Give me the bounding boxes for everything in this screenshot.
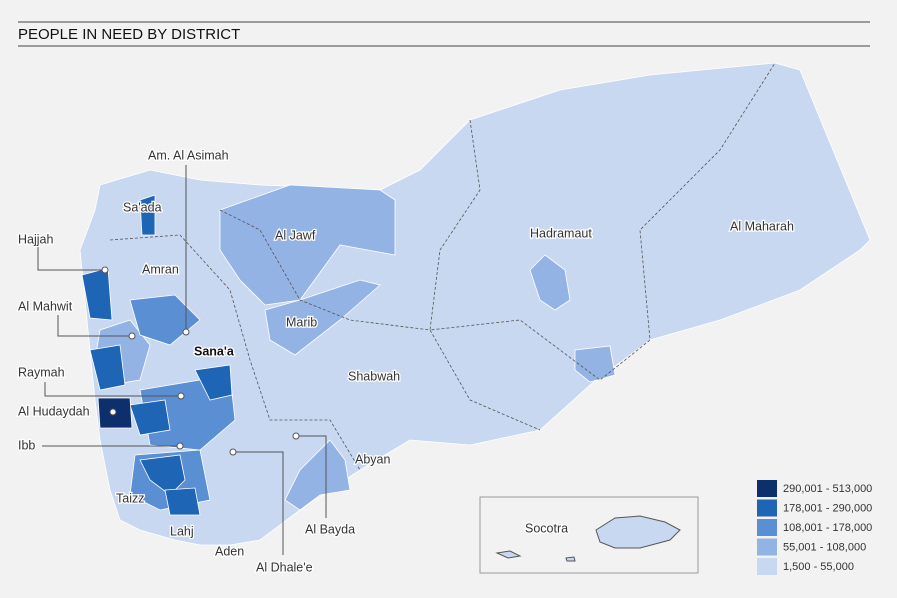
legend-label: 178,001 - 290,000	[783, 502, 872, 514]
region-label: Al Dhale'e	[256, 560, 313, 574]
callout-dot	[292, 432, 300, 440]
region	[129, 399, 171, 436]
governorate-border	[109, 234, 361, 471]
region-label: Marib	[286, 315, 317, 329]
region-label: Al Bayda	[305, 522, 355, 536]
region	[219, 184, 396, 306]
region-label: Taizz	[116, 491, 144, 505]
callout-line	[233, 451, 284, 555]
legend-swatch	[757, 480, 777, 497]
callout-dot	[229, 448, 237, 456]
socotra-inset: Socotra	[479, 496, 699, 574]
legend-swatch	[757, 519, 777, 536]
yemen-map	[79, 62, 871, 546]
legend-label: 55,001 - 108,000	[783, 541, 866, 553]
callout-line	[44, 382, 181, 397]
region-label: Hadramaut	[530, 226, 592, 240]
region-label: Al Maharah	[730, 219, 794, 233]
island	[495, 550, 522, 559]
callout-line	[37, 245, 105, 271]
governorate-border	[219, 209, 541, 431]
region-label: Sa'ada	[123, 200, 162, 214]
region-label: Hajjah	[18, 232, 53, 246]
region-label: Al Jawf	[275, 228, 316, 242]
callout-dot	[182, 328, 190, 336]
region-label: Shabwah	[348, 369, 400, 383]
map-labels: Sa'ada Hajjah Amran Al Jawf Al Mahwit Am…	[17, 147, 795, 576]
region-label: Aden	[215, 544, 244, 558]
region	[284, 439, 351, 511]
region-label: Al Hudaydah	[18, 404, 90, 418]
region	[194, 364, 233, 401]
region-label: Al Mahwit	[18, 299, 73, 313]
callout-dot	[109, 408, 117, 416]
island	[595, 515, 681, 549]
legend: 290,001 - 513,000 178,001 - 290,000 108,00…	[757, 480, 872, 575]
region	[164, 487, 201, 516]
region	[264, 279, 381, 356]
region-label: Amran	[142, 262, 179, 276]
island	[565, 556, 576, 562]
region-label: Ibb	[18, 438, 35, 452]
region	[89, 344, 126, 391]
region-label: Am. Al Asimah	[148, 148, 229, 162]
legend-swatch	[757, 538, 777, 556]
region-label: Abyan	[355, 452, 390, 466]
region-label: Sana'a	[194, 344, 235, 358]
map-title: PEOPLE IN NEED BY DISTRICT	[18, 26, 240, 43]
callout-dot	[177, 392, 185, 400]
callout-dot	[101, 266, 109, 274]
legend-label: 108,001 - 178,000	[783, 522, 872, 534]
legend-label: 290,001 - 513,000	[783, 483, 872, 495]
callout-dot	[176, 442, 184, 450]
legend-label: 1,500 - 55,000	[783, 561, 854, 573]
legend-swatch	[757, 499, 777, 517]
region-label: Lahj	[170, 524, 194, 538]
callout-dot	[128, 332, 136, 340]
legend-swatch	[757, 558, 777, 575]
inset-label: Socotra	[525, 521, 568, 535]
region	[529, 254, 571, 311]
governorate-border	[429, 62, 776, 381]
callout-line	[296, 435, 327, 518]
region-label: Raymah	[18, 365, 65, 379]
region	[139, 454, 186, 496]
callouts	[37, 165, 327, 555]
callout-line	[57, 315, 132, 337]
region	[139, 194, 156, 236]
